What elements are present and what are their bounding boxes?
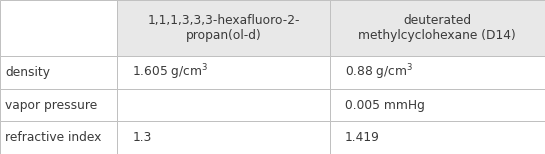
- Bar: [330, 121, 545, 154]
- Text: 0.005 mmHg: 0.005 mmHg: [345, 99, 425, 112]
- Text: deuterated
methylcyclohexane (D14): deuterated methylcyclohexane (D14): [359, 14, 516, 42]
- Bar: [117, 0, 330, 56]
- Text: 1,1,1,3,3,3-hexafluoro-2-
propan(ol-d): 1,1,1,3,3,3-hexafluoro-2- propan(ol-d): [147, 14, 300, 42]
- Bar: [117, 121, 330, 154]
- Text: 1.3: 1.3: [132, 131, 152, 144]
- Bar: [117, 56, 330, 89]
- Text: 1.419: 1.419: [345, 131, 380, 144]
- Bar: [0, 0, 117, 56]
- Bar: [330, 56, 545, 89]
- Bar: [0, 89, 117, 121]
- Text: 0.88 g/cm$^3$: 0.88 g/cm$^3$: [345, 63, 413, 82]
- Bar: [117, 89, 330, 121]
- Bar: [330, 0, 545, 56]
- Text: vapor pressure: vapor pressure: [5, 99, 98, 112]
- Bar: [330, 89, 545, 121]
- Bar: [0, 56, 117, 89]
- Bar: [0, 121, 117, 154]
- Text: refractive index: refractive index: [5, 131, 102, 144]
- Text: 1.605 g/cm$^3$: 1.605 g/cm$^3$: [132, 63, 209, 82]
- Text: density: density: [5, 66, 51, 79]
